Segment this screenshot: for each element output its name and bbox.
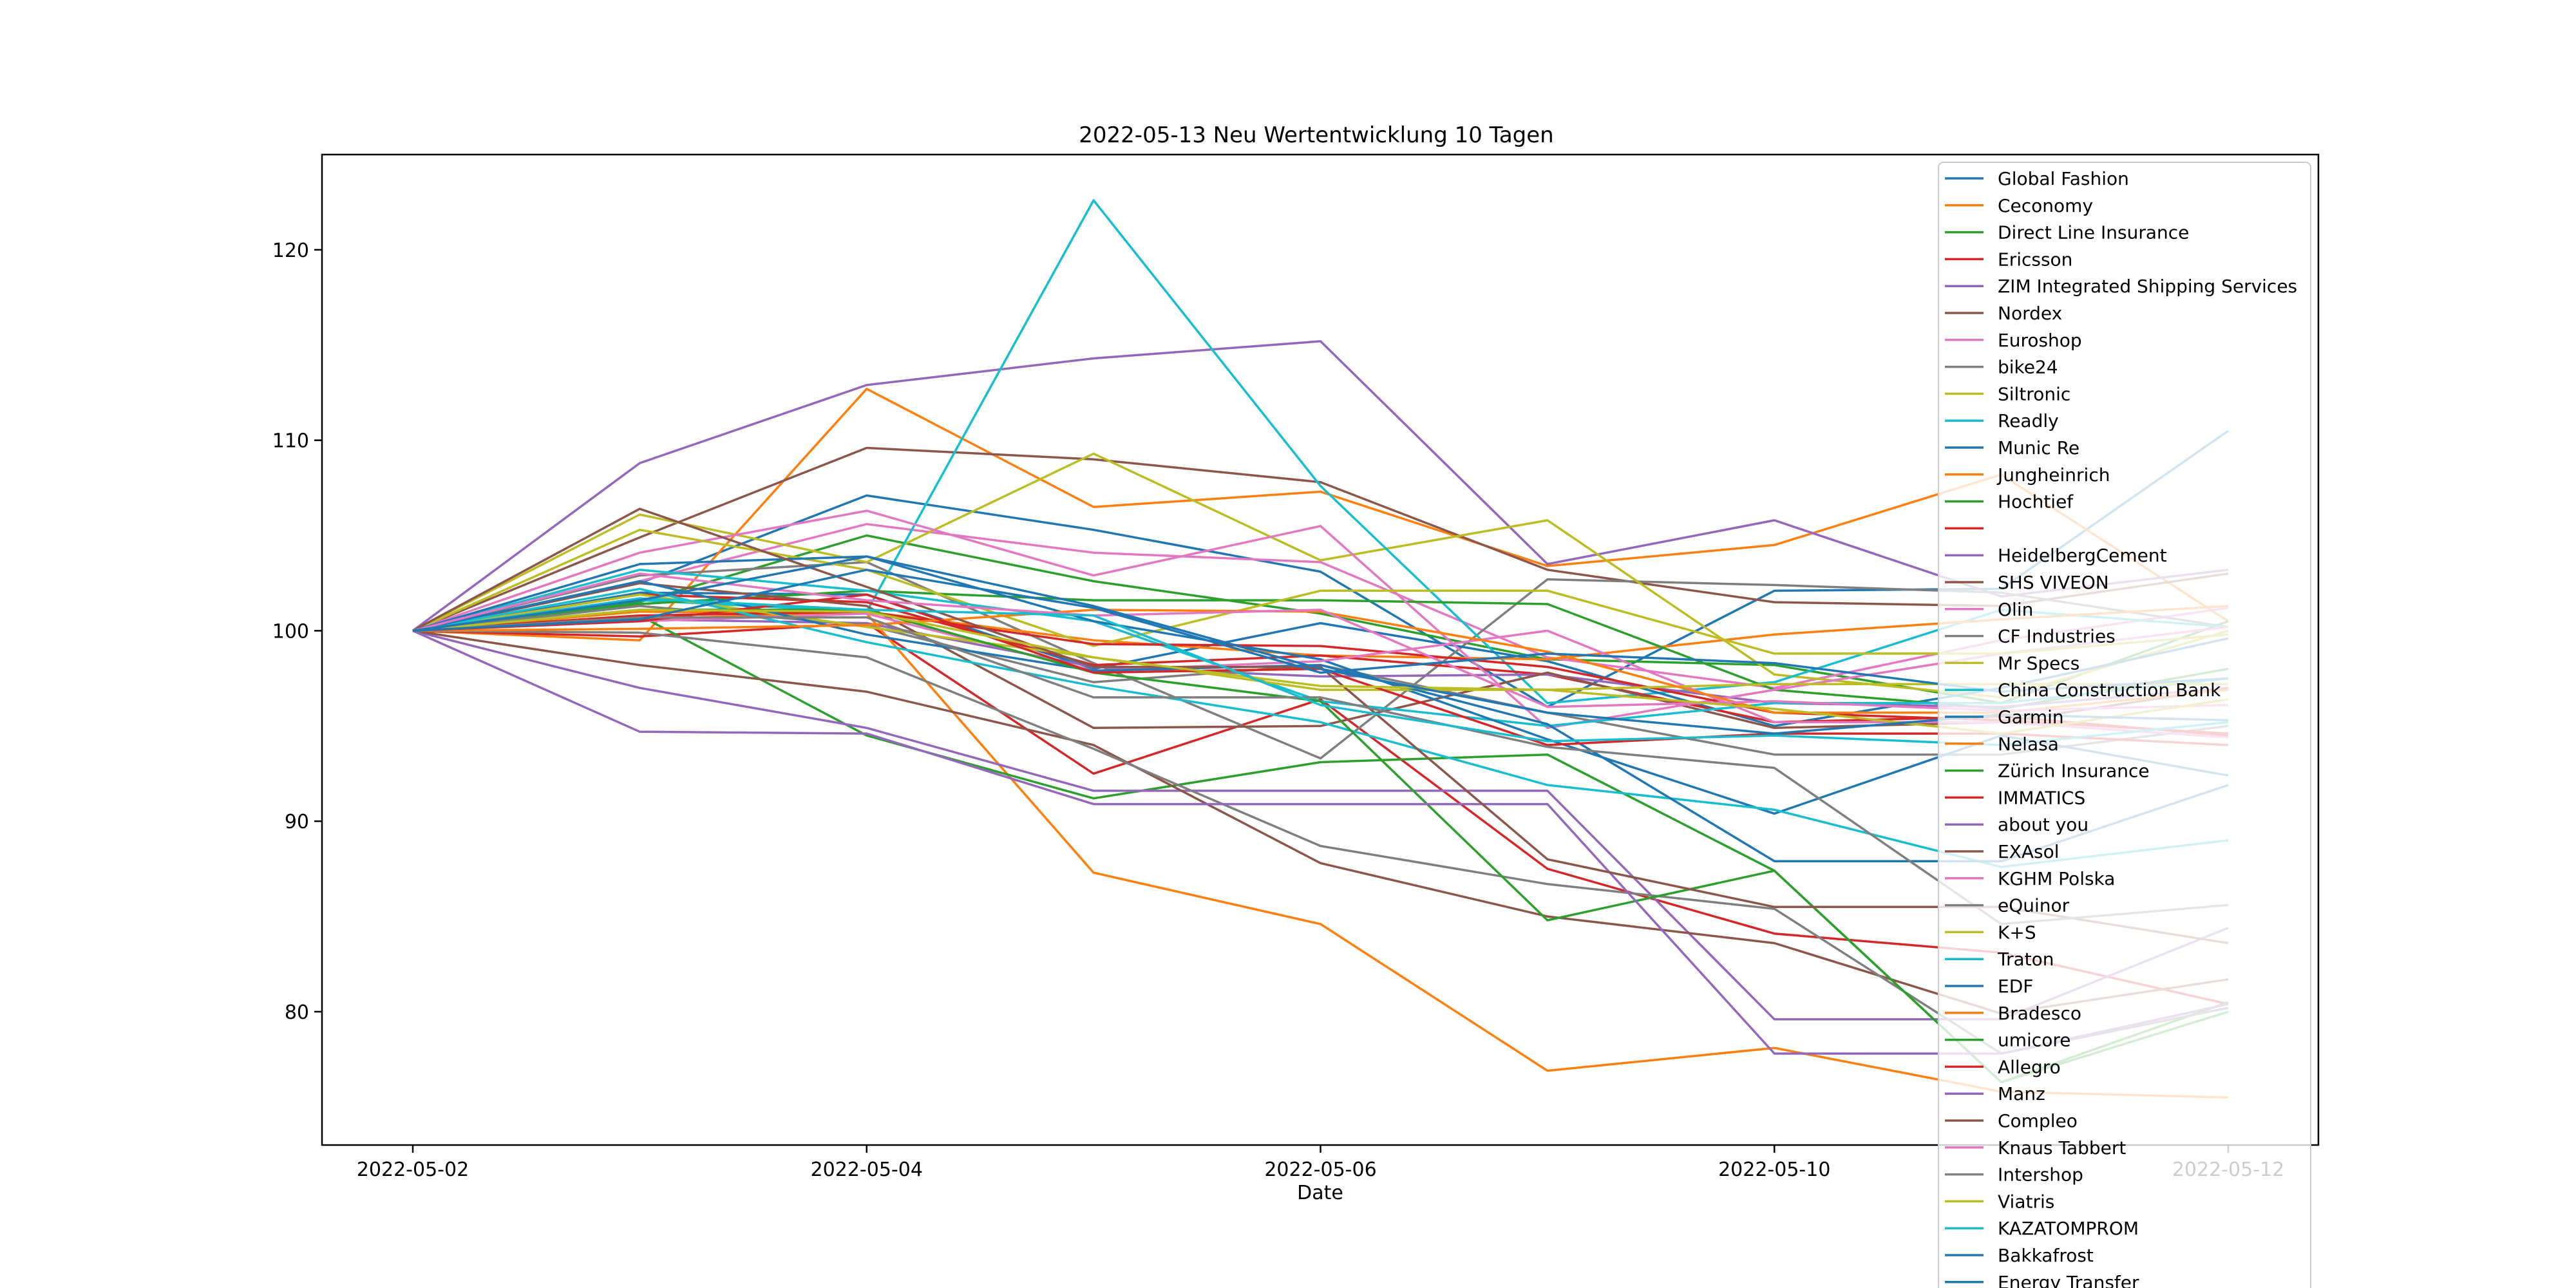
series-line-9 bbox=[412, 199, 2229, 705]
series-line-24 bbox=[412, 629, 2229, 1021]
legend-label-41: Energy Transfer bbox=[1998, 1272, 2139, 1288]
legend-label-12: Hochtief bbox=[1998, 491, 2074, 513]
series-line-5 bbox=[412, 446, 2229, 632]
series-line-8 bbox=[412, 452, 2229, 699]
y-tick-label: 110 bbox=[272, 430, 309, 453]
legend-label-10: Munic Re bbox=[1998, 437, 2079, 459]
series-line-10 bbox=[412, 591, 2229, 728]
legend-label-24: about you bbox=[1998, 814, 2088, 835]
series-line-15 bbox=[412, 582, 2229, 730]
legend-label-8: Siltronic bbox=[1998, 383, 2070, 404]
legend-label-17: CF Industries bbox=[1998, 626, 2116, 647]
legend-label-2: Direct Line Insurance bbox=[1998, 222, 2189, 243]
legend-label-36: Knaus Tabbert bbox=[1998, 1137, 2126, 1159]
legend-label-39: KAZATOMPROM bbox=[1998, 1218, 2139, 1239]
legend-label-1: Ceconomy bbox=[1998, 195, 2093, 216]
x-axis-label: Date bbox=[1297, 1182, 1343, 1204]
legend-label-29: Traton bbox=[1997, 949, 2054, 970]
legend-label-3: Ericsson bbox=[1998, 249, 2072, 270]
legend-label-28: K+S bbox=[1998, 922, 2036, 943]
legend-label-9: Readly bbox=[1998, 410, 2059, 431]
y-tick-label: 90 bbox=[285, 811, 309, 833]
series-line-34 bbox=[412, 629, 2229, 1055]
series-line-26 bbox=[412, 612, 2229, 739]
plot-lines bbox=[412, 199, 2230, 1099]
y-tick-label: 120 bbox=[272, 240, 309, 262]
series-line-41 bbox=[412, 555, 2229, 735]
legend-label-40: Bakkafrost bbox=[1998, 1245, 2094, 1266]
series-line-36 bbox=[412, 572, 2229, 712]
x-tick-label: 2022-05-02 bbox=[357, 1159, 469, 1181]
series-line-28 bbox=[412, 593, 2228, 691]
legend-label-11: Jungheinrich bbox=[1996, 464, 2110, 486]
legend-label-20: Garmin bbox=[1998, 706, 2064, 728]
legend-label-6: Euroshop bbox=[1998, 330, 2082, 351]
x-tick-label: 2022-05-04 bbox=[811, 1159, 923, 1181]
series-line-27 bbox=[412, 629, 2229, 1055]
legend-label-21: Nelasa bbox=[1998, 734, 2059, 755]
legend-label-5: Nordex bbox=[1998, 303, 2062, 324]
legend-label-16: Olin bbox=[1998, 599, 2033, 620]
legend-label-19: China Construction Bank bbox=[1998, 679, 2221, 701]
y-tick-label: 100 bbox=[272, 620, 309, 643]
legend-label-35: Compleo bbox=[1998, 1110, 2078, 1132]
series-line-18 bbox=[412, 528, 2229, 655]
series-line-40 bbox=[412, 569, 2229, 693]
series-line-1 bbox=[412, 388, 2229, 641]
legend-label-7: bike24 bbox=[1998, 357, 2058, 378]
series-line-3 bbox=[412, 621, 2229, 1005]
legend-label-0: Global Fashion bbox=[1998, 168, 2129, 189]
series-line-16 bbox=[412, 509, 2229, 730]
chart-title: 2022-05-13 Neu Wertentwicklung 10 Tagen bbox=[1079, 122, 1553, 148]
legend-label-34: Manz bbox=[1998, 1083, 2045, 1104]
y-axis: 80 90 100 110 120 bbox=[272, 240, 322, 1024]
series-line-7 bbox=[412, 561, 2229, 760]
legend-label-27: eQuinor bbox=[1998, 895, 2070, 916]
legend-label-23: IMMATICS bbox=[1998, 787, 2085, 808]
legend-box bbox=[1938, 162, 2311, 1288]
legend-label-32: umicore bbox=[1998, 1030, 2070, 1051]
series-line-4 bbox=[412, 340, 2229, 632]
legend-label-26: KGHM Polska bbox=[1998, 868, 2115, 889]
legend-label-30: EDF bbox=[1998, 976, 2033, 997]
x-tick-label: 2022-05-10 bbox=[1718, 1159, 1830, 1181]
legend-label-25: EXAsol bbox=[1998, 841, 2060, 862]
series-line-29 bbox=[412, 587, 2229, 868]
series-line-25 bbox=[412, 629, 2229, 1015]
legend-label-38: Viatris bbox=[1998, 1191, 2054, 1212]
y-tick-label: 80 bbox=[285, 1001, 309, 1024]
series-line-38 bbox=[412, 609, 2229, 735]
legend-label-37: Intershop bbox=[1998, 1164, 2083, 1186]
legend-label-15: SHS VIVEON bbox=[1998, 572, 2109, 593]
legend-label-22: Zürich Insurance bbox=[1998, 761, 2150, 782]
series-line-37 bbox=[412, 616, 2229, 925]
legend: Global Fashion Ceconomy Direct Line Insura… bbox=[1938, 162, 2311, 1288]
legend-label-31: Bradesco bbox=[1998, 1003, 2081, 1024]
legend-label-33: Allegro bbox=[1998, 1056, 2061, 1077]
series-line-30 bbox=[412, 580, 2229, 863]
legend-label-14: HeidelbergCement bbox=[1998, 545, 2167, 566]
legend-label-18: Mr Specs bbox=[1998, 652, 2079, 674]
x-tick-label: 2022-05-06 bbox=[1264, 1159, 1376, 1181]
legend-label-4: ZIM Integrated Shipping Services bbox=[1998, 276, 2297, 297]
series-line-14 bbox=[412, 618, 2229, 708]
series-line-20 bbox=[412, 555, 2229, 815]
series-line-23 bbox=[412, 611, 2229, 735]
series-line-31 bbox=[412, 609, 2229, 714]
series-line-35 bbox=[412, 507, 2229, 945]
